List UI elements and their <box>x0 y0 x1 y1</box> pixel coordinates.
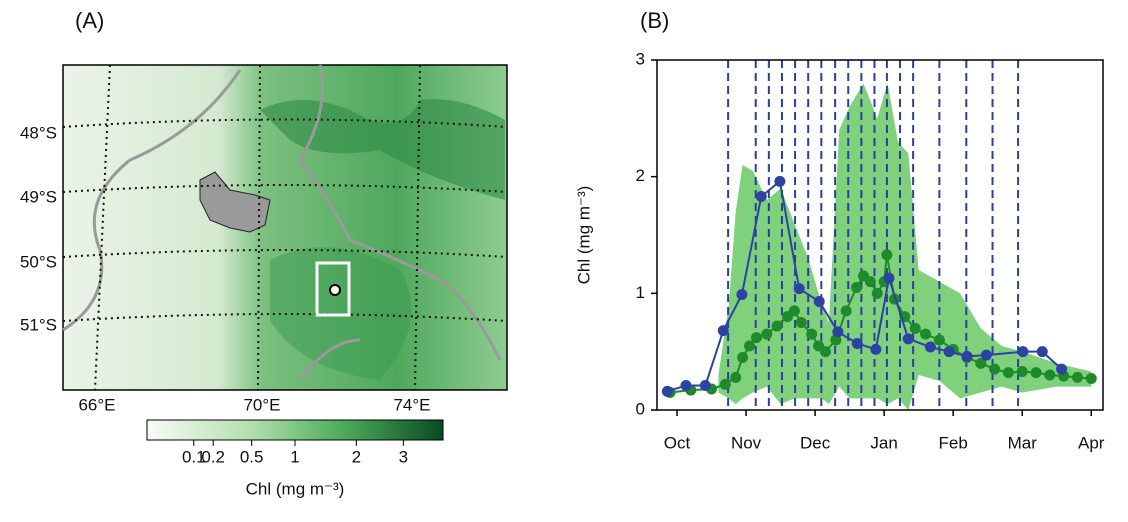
data-point <box>730 371 742 383</box>
x-tick-label: Feb <box>939 433 968 452</box>
range-band <box>718 83 1092 410</box>
lon-label: 74°E <box>393 395 430 414</box>
data-point <box>924 341 936 353</box>
data-point <box>851 338 863 349</box>
panel-label: (B) <box>640 8 669 33</box>
y-tick-label: 1 <box>636 283 645 302</box>
data-point <box>806 328 818 340</box>
coastline <box>62 64 502 381</box>
data-point <box>1056 363 1068 375</box>
data-point <box>870 343 882 355</box>
data-point <box>909 322 921 334</box>
map: 48°S 49°S 50°S 51°S 66°E 70°E 74°E Chl (… <box>20 64 508 498</box>
data-point <box>761 328 773 340</box>
x-tick-label: Apr <box>1078 433 1105 452</box>
colorbar-tick-label: 0.2 <box>201 447 225 466</box>
study-box <box>315 261 351 317</box>
data-point <box>717 325 729 337</box>
data-point <box>902 333 914 345</box>
lat-label: 48°S <box>20 123 57 142</box>
data-point <box>1030 367 1042 379</box>
y-tick-label: 0 <box>636 399 645 418</box>
lon-label: 70°E <box>243 395 280 414</box>
data-point <box>961 350 973 362</box>
data-point <box>1085 373 1097 384</box>
x-tick-label: Oct <box>664 433 691 452</box>
data-point <box>813 296 825 307</box>
colorbar <box>146 419 444 441</box>
data-point <box>989 363 1001 375</box>
data-point <box>795 317 807 328</box>
plot-frame <box>656 59 1104 411</box>
data-point <box>864 276 876 288</box>
lat-label: 51°S <box>20 315 57 334</box>
y-tick-label: 3 <box>636 49 645 68</box>
colorbar-tick-label: 0.5 <box>240 447 264 466</box>
lon-label: 66°E <box>78 395 115 414</box>
colorbar-tick-label: 2 <box>352 447 361 466</box>
data-point <box>1016 366 1028 377</box>
island <box>199 171 271 233</box>
data-point <box>1071 371 1083 383</box>
panel-label: (A) <box>75 8 104 33</box>
data-point <box>771 320 783 332</box>
data-point <box>920 328 932 340</box>
colorbar-tick-label: 1 <box>290 447 299 466</box>
lat-label: 50°S <box>20 252 57 271</box>
x-tick-label: Jan <box>870 433 897 452</box>
colorbar-tick-label: 3 <box>399 447 408 466</box>
data-point <box>793 283 805 295</box>
data-point <box>737 352 749 363</box>
data-point <box>871 287 883 299</box>
data-point <box>840 305 852 317</box>
data-point <box>661 385 673 397</box>
data-point <box>819 346 831 358</box>
data-point <box>1017 346 1029 358</box>
colorbar-label: Chl (mg m⁻³) <box>246 479 345 498</box>
data-point <box>755 191 767 202</box>
graticule <box>62 64 508 391</box>
data-point <box>680 380 692 391</box>
x-tick-label: Dec <box>800 433 831 452</box>
data-point <box>832 326 844 338</box>
data-point <box>933 334 945 346</box>
data-point <box>943 346 955 358</box>
data-point <box>744 340 756 352</box>
data-point <box>774 175 786 187</box>
data-point <box>736 289 748 300</box>
data-point <box>851 282 863 293</box>
bloom <box>260 99 505 200</box>
data-point <box>788 305 800 317</box>
x-tick-label: Mar <box>1008 433 1038 452</box>
data-point <box>883 272 895 284</box>
data-point <box>750 332 762 344</box>
y-tick-label: 2 <box>636 166 645 185</box>
colorbar-tick-label: 0.1 <box>182 447 206 466</box>
x-tick-label: Nov <box>731 433 762 452</box>
data-point <box>719 378 731 390</box>
data-point <box>699 380 711 391</box>
station <box>329 284 341 296</box>
y-axis-label: Chl (mg m⁻³) <box>574 186 593 285</box>
data-point <box>975 357 987 369</box>
lat-label: 49°S <box>20 187 57 206</box>
data-point <box>1044 369 1056 381</box>
data-point <box>980 349 992 361</box>
data-point <box>1002 367 1014 379</box>
data-point <box>1036 346 1048 358</box>
data-point <box>881 249 893 261</box>
